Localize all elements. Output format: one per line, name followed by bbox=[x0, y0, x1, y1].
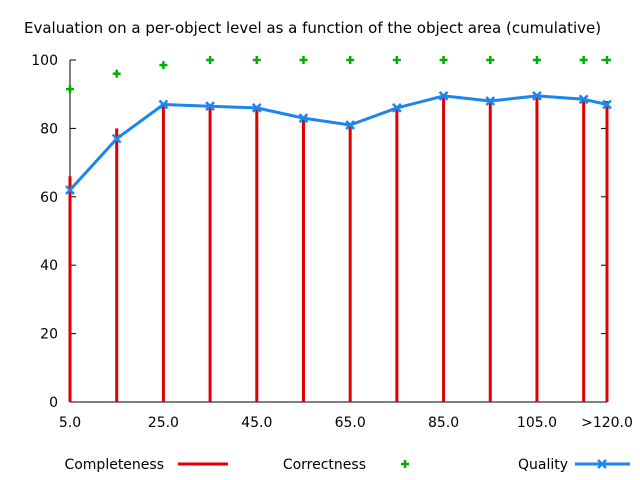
x-tick-label: >120.0 bbox=[581, 415, 633, 431]
correctness-point bbox=[486, 56, 495, 64]
quality-point-b bbox=[532, 91, 542, 101]
x-tick-label: 105.0 bbox=[517, 415, 557, 431]
y-tick-label: 40 bbox=[40, 258, 58, 274]
quality-point bbox=[345, 120, 356, 130]
x-tick-label: 65.0 bbox=[335, 415, 366, 431]
correctness-point bbox=[392, 56, 401, 64]
y-tick-label: 0 bbox=[49, 395, 58, 411]
quality-point bbox=[438, 91, 449, 101]
quality-point-b bbox=[65, 185, 75, 195]
quality-point bbox=[251, 102, 262, 113]
quality-point bbox=[602, 99, 612, 110]
y-tick-label: 100 bbox=[31, 53, 58, 69]
correctness-point bbox=[346, 56, 355, 64]
legend-item: Completeness bbox=[64, 457, 228, 473]
quality-point-b bbox=[251, 102, 262, 113]
y-tick-label: 60 bbox=[40, 190, 58, 206]
quality-point bbox=[391, 102, 402, 113]
quality-point bbox=[298, 113, 309, 124]
quality-point-b bbox=[345, 120, 356, 130]
quality-point bbox=[205, 101, 215, 112]
quality-point-b bbox=[298, 113, 309, 124]
quality-point bbox=[485, 96, 496, 106]
legend-label: Completeness bbox=[64, 457, 164, 473]
quality-point-b bbox=[602, 99, 612, 110]
quality-point-b bbox=[205, 101, 215, 112]
legend-label: Quality bbox=[518, 457, 568, 473]
y-tick-label: 80 bbox=[40, 121, 58, 137]
legend-item: Correctness bbox=[283, 457, 409, 473]
x-tick-label: 25.0 bbox=[148, 415, 179, 431]
correctness-point bbox=[66, 85, 74, 94]
quality-point-b bbox=[158, 99, 169, 110]
x-tick-label: 85.0 bbox=[428, 415, 459, 431]
correctness-point bbox=[159, 61, 168, 70]
quality-point bbox=[158, 99, 169, 110]
correctness-point bbox=[252, 56, 261, 64]
correctness-point bbox=[579, 56, 588, 64]
correctness-point bbox=[206, 56, 215, 64]
quality-point-b bbox=[578, 94, 589, 105]
correctness-point bbox=[299, 56, 308, 64]
quality-line bbox=[68, 94, 608, 192]
chart-title: Evaluation on a per-object level as a fu… bbox=[24, 19, 601, 37]
correctness-point bbox=[532, 56, 541, 64]
quality-point-b bbox=[438, 91, 449, 101]
quality-point-b bbox=[391, 102, 402, 113]
quality-point bbox=[65, 185, 75, 195]
correctness-point bbox=[439, 56, 448, 64]
correctness-point bbox=[603, 56, 611, 64]
x-tick-label: 5.0 bbox=[59, 415, 81, 431]
y-tick-label: 20 bbox=[40, 327, 58, 343]
correctness-point bbox=[112, 69, 121, 78]
quality-point-b bbox=[485, 96, 496, 106]
legend-item: Quality bbox=[518, 457, 630, 473]
quality-point bbox=[111, 133, 122, 144]
quality-point bbox=[532, 91, 542, 101]
x-tick-label: 45.0 bbox=[241, 415, 272, 431]
legend-sample-quality-b bbox=[597, 459, 607, 469]
quality-point-b bbox=[111, 133, 122, 144]
legend-label: Correctness bbox=[283, 457, 366, 473]
quality-point bbox=[578, 94, 589, 105]
